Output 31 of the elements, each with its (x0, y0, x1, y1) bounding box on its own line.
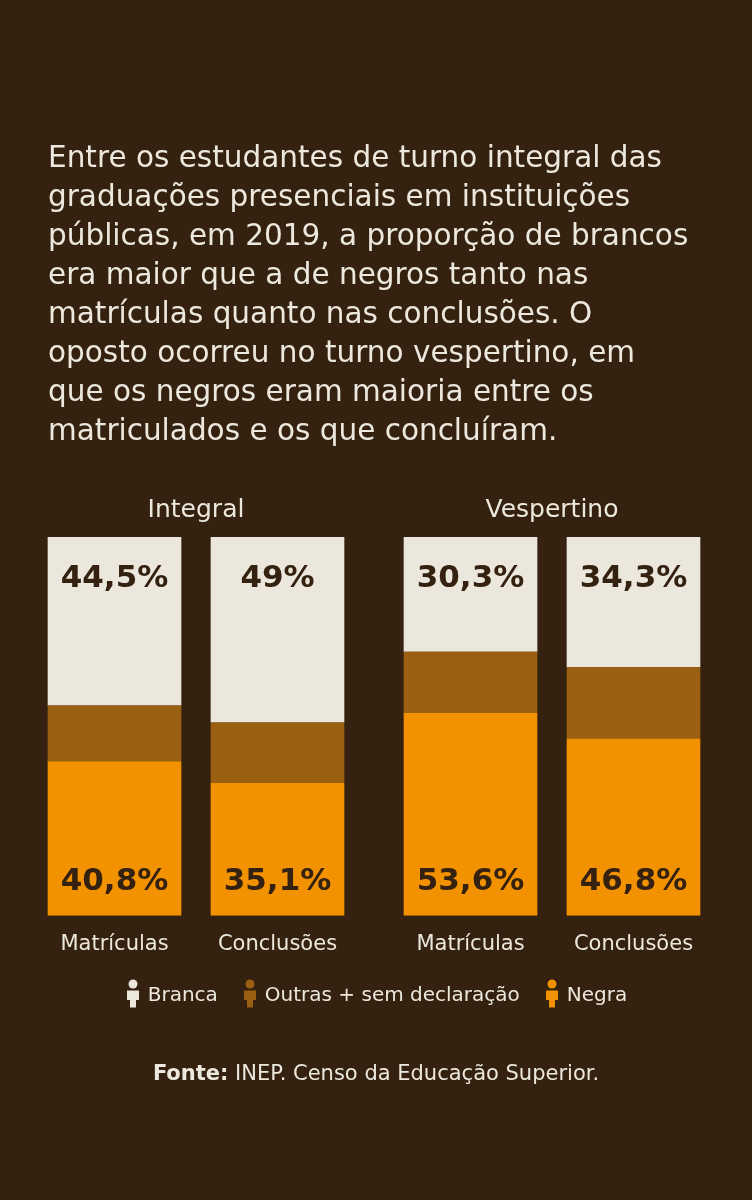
x-tick-label: Matrículas (60, 930, 169, 955)
bar (210, 722, 345, 783)
text: Entre os estudantes de turno integral das graduações presenciais em instituições públicas, em 2019, a proporção de brancos era maior que a de negros tanto nas matrículas quanto nas conclusões. O oposto ocorreu no turno vespertino, em que os negros eram maioria entre os matriculados e os que concluíram. (48, 139, 690, 449)
x-tick-label: Matrículas (416, 930, 525, 955)
bar (403, 712, 538, 916)
data-label: 40,8% (60, 860, 169, 897)
bar (566, 738, 701, 916)
x-tick-label: Conclusões (573, 930, 694, 955)
data-label: 46,8% (579, 860, 688, 897)
legend-label: Negra (566, 982, 628, 1006)
source-note: Fonte: INEP. Censo da Educação Superior. (152, 1061, 600, 1085)
bar (566, 537, 701, 667)
x-tick-label: Conclusões (217, 930, 338, 955)
data-label: 49% (240, 558, 315, 595)
bar (566, 666, 701, 739)
data-label: 44,5% (60, 558, 169, 595)
data-label: 30,3% (416, 558, 525, 595)
bar (210, 537, 345, 723)
data-label: 34,3% (579, 558, 688, 595)
bar (403, 537, 538, 652)
chart-title: Vespertino (485, 493, 619, 523)
bar (47, 705, 182, 762)
legend-label: Branca (147, 982, 218, 1006)
legend-label: Outras + sem declaração (264, 982, 520, 1006)
bar (210, 782, 345, 916)
bar (47, 761, 182, 916)
data-label: 35,1% (223, 860, 332, 897)
chart-title: Integral (147, 493, 245, 523)
bar (403, 651, 538, 713)
bar (47, 537, 182, 706)
data-label: 53,6% (416, 860, 525, 897)
